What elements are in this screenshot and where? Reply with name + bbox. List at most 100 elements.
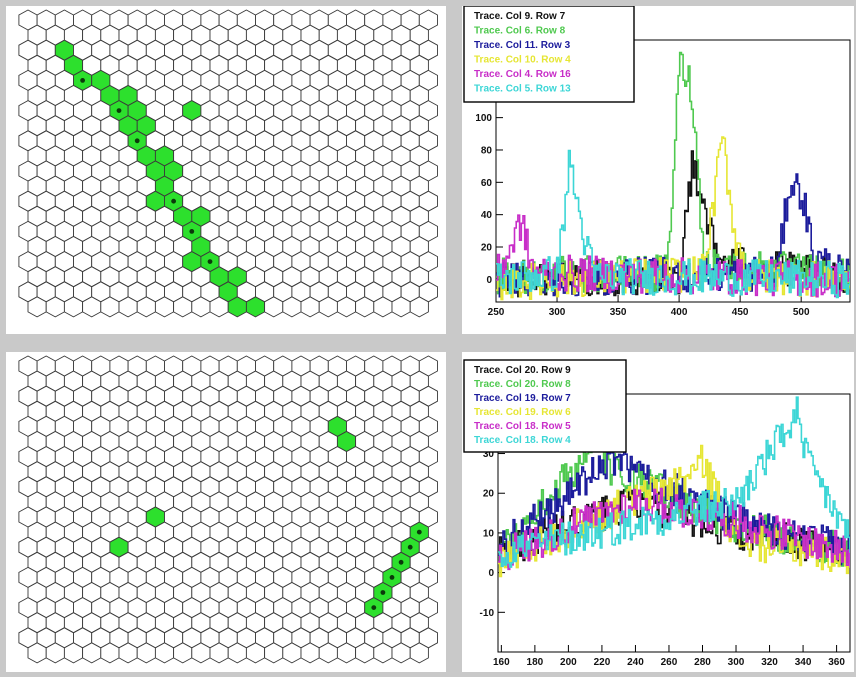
x-tick-label: 260	[661, 657, 678, 668]
trace-canvas-top: 250 300 350 400 450 500 100 80 60 40 20 0 Trace. Col…	[462, 6, 854, 334]
legend-entry: Trace. Col 5. Row 13	[474, 84, 571, 95]
x-tick-label: 300	[549, 307, 566, 318]
y-tick-label: 0	[486, 275, 492, 286]
pad-cell	[337, 297, 355, 317]
pad-cell	[119, 643, 137, 663]
pad-cell	[283, 643, 301, 663]
legend-entry: Trace. Col 10. Row 4	[474, 55, 571, 66]
hit-cell	[228, 297, 246, 317]
x-tick-label: 220	[594, 657, 611, 668]
pad-cell	[410, 643, 428, 663]
x-tick-label: 160	[493, 657, 510, 668]
y-tick-label: 100	[475, 113, 492, 124]
pad-cell	[319, 643, 337, 663]
x-tick-label: 320	[761, 657, 778, 668]
legend-entry: Trace. Col 19. Row 7	[474, 393, 571, 404]
hit-cell-marker	[135, 138, 140, 143]
x-tick-label: 360	[828, 657, 845, 668]
pad-cell	[174, 643, 192, 663]
pad-cell	[301, 297, 319, 317]
pad-cell	[101, 297, 119, 317]
y-tick-label: 60	[481, 178, 493, 189]
pad-cell	[392, 297, 410, 317]
hit-cell-marker	[208, 259, 213, 264]
hit-cell-marker	[417, 530, 422, 535]
pad-cell	[46, 643, 64, 663]
pad-cell	[174, 297, 192, 317]
x-tick-label: 450	[732, 307, 749, 318]
trace-plot-top: 250 300 350 400 450 500 100 80 60 40 20 0 Trace. Col…	[462, 6, 854, 334]
hit-cell-marker	[408, 545, 413, 550]
pad-cell	[155, 297, 173, 317]
pad-cell	[283, 297, 301, 317]
y-tick-label: -10	[480, 608, 495, 619]
legend-entry: Trace. Col 18. Row 5	[474, 421, 571, 432]
pad-cell	[192, 643, 210, 663]
pad-cell	[410, 297, 428, 317]
y-tick-label: 10	[483, 528, 495, 539]
pad-cell	[28, 643, 46, 663]
y-tick-label: 40	[481, 210, 493, 221]
x-tick-label: 250	[488, 307, 505, 318]
pad-cell	[46, 297, 64, 317]
hit-cell-marker	[371, 605, 376, 610]
legend-entry: Trace. Col 11. Row 3	[474, 40, 571, 51]
pad-cell	[210, 297, 228, 317]
legend-entry: Trace. Col 20. Row 8	[474, 379, 571, 390]
hex-pad-top	[6, 6, 446, 334]
pad-cell	[137, 643, 155, 663]
y-tick-label: 0	[488, 568, 494, 579]
pad-cell	[319, 297, 337, 317]
hit-cell-marker	[80, 78, 85, 83]
hit-cell-marker	[117, 108, 122, 113]
x-tick-label: 400	[671, 307, 688, 318]
hit-cell-marker	[189, 229, 194, 234]
x-tick-label: 340	[795, 657, 812, 668]
pad-cell	[356, 643, 374, 663]
legend-entry: Trace. Col 19. Row 6	[474, 407, 571, 418]
hex-pad-bottom	[6, 352, 446, 672]
pad-cell	[337, 643, 355, 663]
pad-cell	[83, 297, 101, 317]
x-tick-label: 240	[627, 657, 644, 668]
legend-entry: Trace. Col 18. Row 4	[474, 435, 571, 446]
pad-cell	[119, 297, 137, 317]
pad-cell	[228, 643, 246, 663]
legend-entry: Trace. Col 20. Row 9	[474, 365, 571, 376]
hex-pad-canvas-bottom	[6, 352, 446, 672]
trace-panel-bottom: 160 180 200 220 240 260 280 300 320 340 360 30 20 10 0…	[458, 346, 856, 677]
pad-cell	[137, 297, 155, 317]
x-tick-label: 280	[694, 657, 711, 668]
pad-cell	[83, 643, 101, 663]
hit-cell-marker	[171, 199, 176, 204]
pad-cell	[265, 643, 283, 663]
y-tick-label: 80	[481, 145, 493, 156]
x-tick-label: 300	[728, 657, 745, 668]
pad-cell	[246, 643, 264, 663]
hit-cell-marker	[381, 590, 386, 595]
hex-pad-canvas-top	[6, 6, 446, 334]
trace-canvas-bottom: 160 180 200 220 240 260 280 300 320 340 360 30 20 10 0…	[462, 352, 854, 672]
hit-cell-marker	[390, 575, 395, 580]
y-tick-label: 20	[481, 243, 493, 254]
pad-cell	[155, 643, 173, 663]
x-tick-label: 350	[610, 307, 627, 318]
pad-cell	[28, 297, 46, 317]
pad-cell	[192, 297, 210, 317]
hex-pad-panel-bottom	[0, 346, 452, 677]
pad-cell	[64, 297, 82, 317]
x-tick-label: 500	[793, 307, 810, 318]
hit-cell-marker	[399, 560, 404, 565]
pad-cell	[374, 297, 392, 317]
trace-plot-bottom: 160 180 200 220 240 260 280 300 320 340 360 30 20 10 0…	[462, 352, 854, 672]
pad-cell	[265, 297, 283, 317]
hex-pad-panel-top	[0, 0, 452, 340]
legend-entry: Trace. Col 6. Row 8	[474, 26, 566, 37]
pad-cell	[101, 643, 119, 663]
x-tick-label: 180	[527, 657, 544, 668]
x-tick-label: 200	[560, 657, 577, 668]
legend-entry: Trace. Col 9. Row 7	[474, 11, 566, 22]
pad-cell	[64, 643, 82, 663]
pad-cell	[356, 297, 374, 317]
legend-entry: Trace. Col 4. Row 16	[474, 69, 571, 80]
